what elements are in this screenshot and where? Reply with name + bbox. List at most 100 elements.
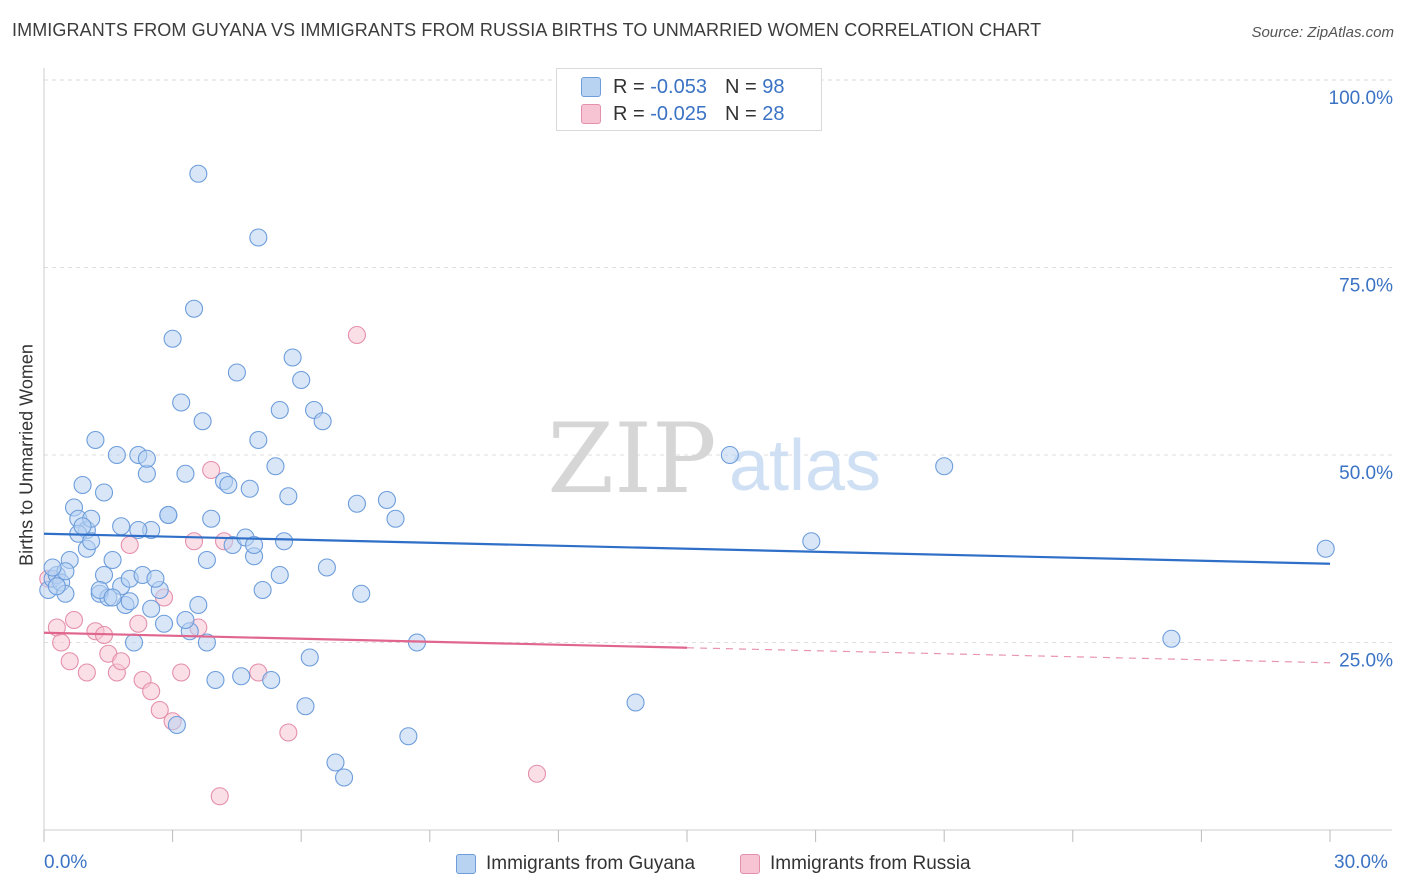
guyana-point [184, 299, 204, 318]
legend-swatch-guyana [581, 77, 601, 97]
legend-swatch-russia [581, 104, 601, 124]
legend-n-value-russia: 28 [762, 102, 785, 125]
guyana-point [176, 464, 195, 483]
guyana-point [279, 487, 298, 506]
legend-label-russia: Immigrants from Russia [770, 853, 971, 874]
guyana-point [275, 532, 294, 551]
guyana-point [176, 610, 195, 630]
russia-point [347, 325, 366, 345]
guyana-point [313, 412, 332, 431]
guyana-point [82, 532, 101, 551]
guyana-point [107, 445, 126, 465]
guyana-point [167, 715, 186, 735]
guyana-point [202, 509, 221, 528]
guyana-point [73, 517, 92, 536]
guyana-point [227, 363, 246, 382]
guyana-point [326, 753, 345, 772]
y-tick-label-75: 75.0% [1339, 276, 1393, 297]
guyana-point [47, 577, 66, 596]
guyana-point [124, 633, 144, 652]
guyana-point [103, 588, 122, 607]
guyana-point [317, 558, 336, 577]
guyana-point [232, 667, 251, 686]
guyana-point [129, 520, 148, 540]
guyana-point [626, 693, 645, 712]
guyana-point [1162, 629, 1181, 648]
russia-point [112, 652, 131, 671]
trend-line-guyana [43, 532, 1331, 565]
guyana-point [193, 412, 212, 431]
trend-lines [43, 532, 1331, 664]
guyana-point [386, 509, 405, 528]
guyana-point [292, 370, 311, 390]
correlation-legend: R = -0.053 N = 98 R = -0.025 N = 28 [556, 68, 822, 131]
guyana-point [300, 648, 319, 667]
y-tick-label-25: 25.0% [1339, 651, 1393, 672]
russia-point [184, 532, 204, 551]
guyana-point [94, 565, 114, 585]
russia-point [129, 614, 148, 633]
guyana-point [137, 449, 156, 468]
trend-line-russia [43, 631, 688, 649]
legend-swatch-russia [740, 854, 760, 874]
guyana-point [120, 592, 139, 611]
guyana-point [377, 490, 396, 510]
guyana-point [935, 457, 954, 476]
guyana-point [249, 228, 268, 247]
x-tick-label-min: 0.0% [44, 852, 88, 873]
russia-point [527, 764, 547, 783]
guyana-point [189, 595, 208, 615]
source-label: Source: ZipAtlas.com [1251, 24, 1394, 41]
watermark-atlas: atlas [729, 426, 881, 506]
guyana-point [112, 517, 131, 536]
legend-r-value-russia: -0.025 [650, 102, 707, 125]
russia-point [120, 535, 139, 555]
guyana-point [249, 430, 268, 450]
guyana-point [352, 584, 371, 603]
watermark: ZIP atlas [547, 403, 881, 515]
guyana-point [43, 558, 62, 577]
legend-r-label: R = [613, 75, 645, 98]
guyana-point [262, 670, 281, 690]
legend-swatch-guyana [456, 854, 476, 874]
y-tick-label-100: 100.0% [1329, 88, 1394, 109]
guyana-point [270, 565, 289, 585]
legend-row-guyana: R = -0.053 N = 98 [581, 74, 784, 100]
guyana-point [172, 393, 191, 412]
guyana-point [240, 479, 259, 498]
russia-point [279, 723, 298, 742]
axes [43, 68, 1392, 842]
guyana-point [146, 569, 165, 588]
guyana-point [206, 670, 225, 690]
guyana-point [720, 445, 739, 465]
guyana-point [163, 329, 182, 348]
y-tick-label-50: 50.0% [1339, 463, 1393, 484]
guyana-point [154, 614, 174, 633]
guyana-point [1316, 539, 1335, 558]
guyana-point [197, 550, 216, 570]
guyana-point [219, 475, 238, 495]
guyana-point [266, 457, 285, 476]
guyana-point [197, 633, 216, 652]
legend-n-label: N = [724, 75, 757, 98]
russia-point [142, 682, 161, 701]
guyana-point [347, 494, 366, 513]
y-tick-labels: 25.0% 50.0% 75.0% 100.0% [1329, 88, 1394, 672]
x-tick-label-max: 30.0% [1334, 852, 1388, 873]
legend-item-russia: Immigrants from Russia [740, 852, 971, 876]
chart-title: IMMIGRANTS FROM GUYANA VS IMMIGRANTS FRO… [12, 20, 1042, 40]
legend-row-russia: R = -0.025 N = 28 [581, 101, 784, 127]
legend-r-label: R = [613, 102, 645, 125]
legend-r-value-guyana: -0.053 [650, 75, 707, 98]
guyana-point [335, 768, 354, 787]
guyana-point [86, 430, 105, 450]
russia-point [172, 663, 191, 682]
guyana-point [283, 348, 302, 367]
guyana-point [189, 164, 208, 183]
guyana-point [244, 535, 264, 555]
legend-n-value-guyana: 98 [762, 75, 785, 98]
russia-point [202, 460, 221, 480]
watermark-zip: ZIP [547, 403, 716, 515]
legend-n-label: N = [724, 102, 757, 125]
